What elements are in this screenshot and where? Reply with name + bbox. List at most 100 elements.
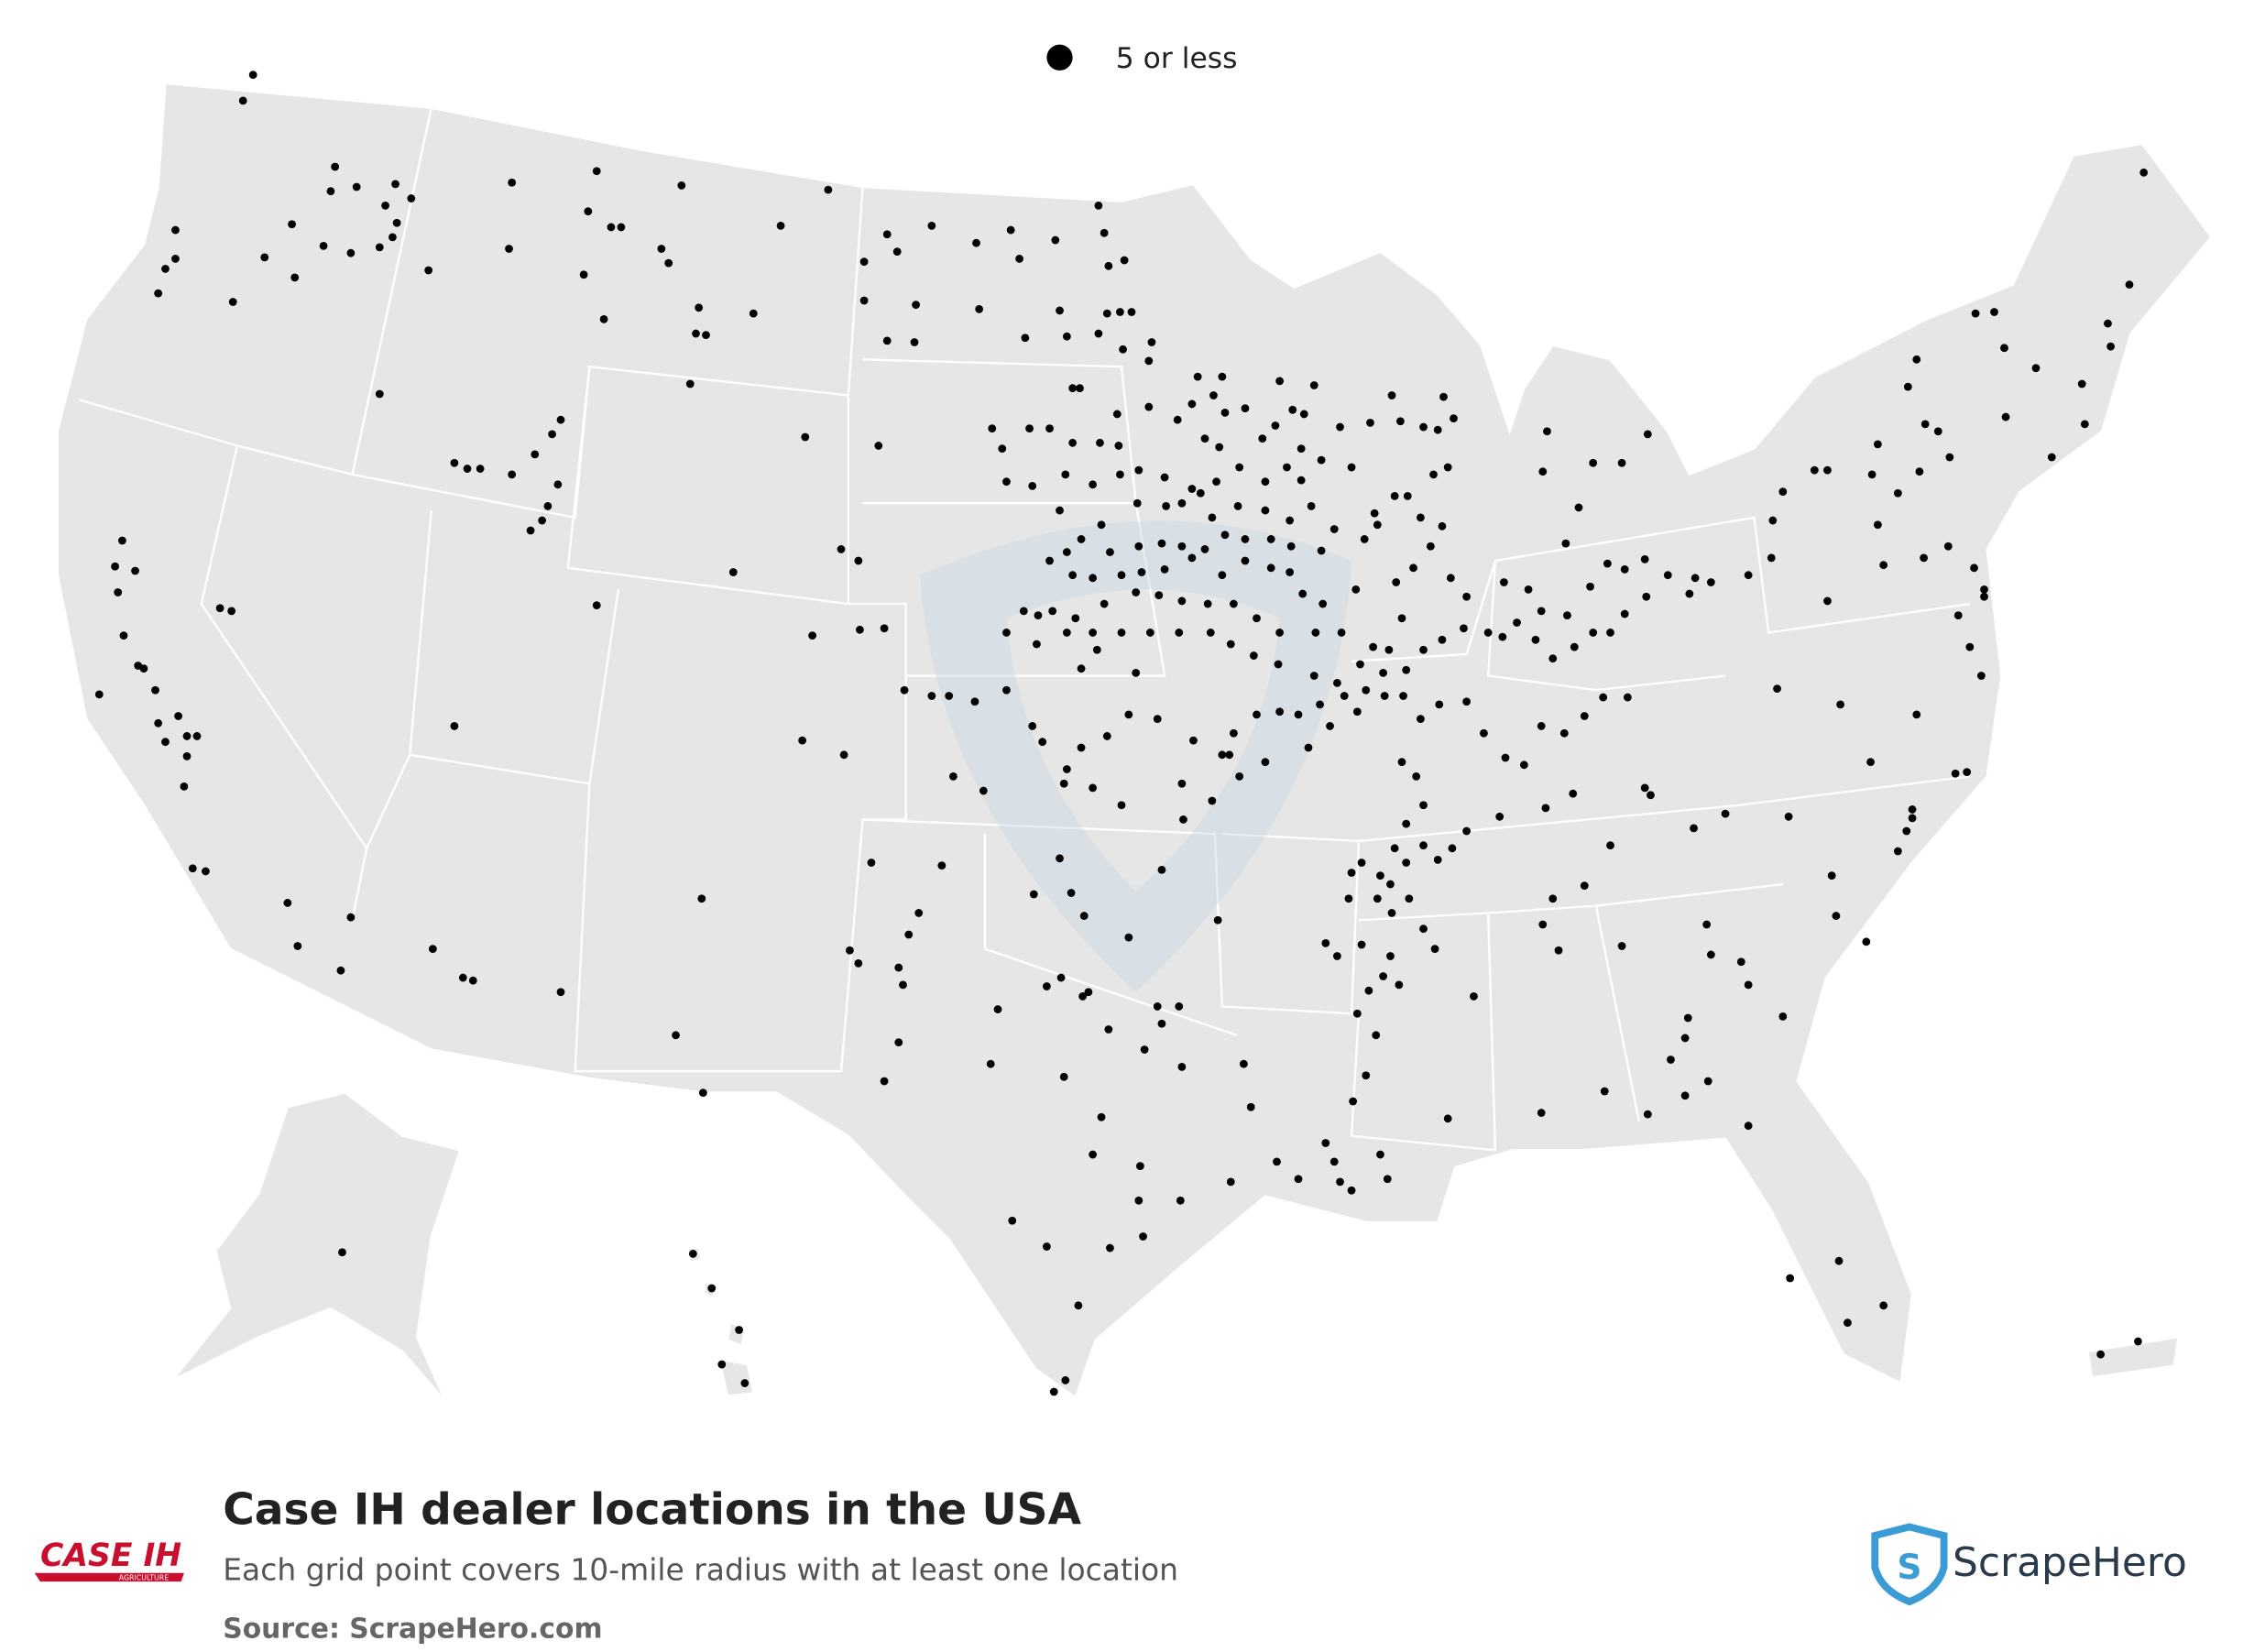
dealer-dot [692, 329, 700, 338]
dealer-dot [1721, 809, 1730, 818]
dealer-dot [1409, 563, 1417, 573]
dealer-dot [1980, 585, 1988, 594]
dealer-dot [1189, 736, 1198, 745]
dealer-dot [1703, 1077, 1712, 1086]
dealer-dot [1173, 415, 1182, 424]
dealer-dot [1059, 1072, 1068, 1081]
dealer-dot [531, 450, 540, 459]
publisher-mark: S [1897, 1547, 1921, 1587]
dealer-dot [1235, 771, 1244, 781]
dealer-dot [1176, 1196, 1185, 1205]
dealer-dot [1920, 420, 1930, 429]
dealer-dot [854, 556, 863, 565]
dealer-dot [283, 899, 292, 907]
dealer-dot [1920, 553, 1929, 563]
dealer-dot [1136, 1162, 1144, 1171]
dealer-dot [1061, 470, 1070, 479]
dealer-dot [1187, 553, 1197, 563]
dealer-dot [859, 257, 869, 266]
dealer-dot [1574, 503, 1583, 512]
dealer-dot [1580, 881, 1589, 891]
dealer-dot [131, 566, 139, 575]
dealer-dot [1318, 599, 1328, 608]
dealer-dot [1311, 629, 1320, 637]
dealer-dot [192, 732, 202, 740]
dealer-dot [1446, 574, 1455, 583]
dealer-dot [1084, 988, 1093, 997]
legend: 5 or less [1046, 42, 1237, 75]
dealer-dot [892, 247, 902, 257]
dealer-dot [1209, 391, 1218, 399]
dealer-dot [1462, 592, 1471, 601]
dealer-dot [1106, 1243, 1114, 1253]
dealer-dot [1235, 463, 1244, 472]
dealer-dot [617, 223, 626, 232]
dealer-dot [1357, 940, 1366, 949]
dealer-dot [1220, 531, 1230, 540]
dealer-dot [1970, 563, 1978, 573]
dealer-dot [1071, 614, 1080, 623]
dealer-dot [1419, 645, 1428, 654]
dealer-dot [1744, 1121, 1753, 1131]
dealer-dot [1379, 972, 1387, 980]
dealer-dot [1768, 516, 1778, 525]
dealer-dot [1430, 945, 1439, 954]
dealer-dot [1396, 417, 1405, 426]
dealer-dot [2125, 280, 2134, 290]
dealer-dot [1690, 824, 1698, 833]
dealer-dot [1208, 513, 1217, 522]
dealer-dot [2000, 344, 2008, 353]
dealer-dot [1102, 309, 1111, 318]
dealer-dot [1215, 443, 1224, 452]
dealer-dot [657, 245, 666, 253]
dealer-dot [1140, 1045, 1149, 1054]
dealer-dot [1015, 255, 1023, 263]
dealer-dot [526, 526, 535, 535]
subtitle: Each grid point covers 10-mile radius wi… [223, 1552, 1178, 1588]
dealer-dot [458, 973, 467, 982]
dealer-dot [1433, 855, 1442, 864]
dealer-dot [2104, 319, 2112, 328]
dealer-dot [1239, 1059, 1248, 1068]
dealer-dot [1980, 592, 1988, 601]
dealer-dot [1062, 548, 1071, 556]
dealer-dot [677, 181, 686, 190]
dealer-dot [1045, 424, 1054, 433]
dealer-dot [1867, 470, 1876, 479]
dealer-dot [180, 782, 189, 791]
dealer-dot [1286, 516, 1294, 525]
dealer-dot [801, 432, 810, 442]
dealer-dot [1531, 635, 1540, 644]
dealer-dot [1056, 306, 1064, 315]
dealer-dot [1177, 779, 1187, 788]
dealer-dot [1116, 470, 1124, 479]
dealer-dot [839, 750, 848, 760]
dealer-dot [161, 738, 170, 747]
dealer-dot [1736, 957, 1745, 967]
dealer-dot [1351, 585, 1361, 594]
dealer-dot [1744, 980, 1753, 990]
dealer-dot [880, 624, 889, 633]
dealer-dot [1778, 1012, 1788, 1021]
dealer-dot [808, 631, 817, 640]
dealer-dot [1383, 1175, 1392, 1184]
dealer-dot [1226, 640, 1235, 649]
dealer-dot [1297, 476, 1306, 485]
dealer-dot [463, 465, 472, 473]
dealer-dot [1912, 355, 1921, 364]
dealer-dot [1218, 571, 1227, 580]
dealer-dot [988, 424, 997, 433]
dealer-dot [1810, 465, 1819, 475]
dealer-dot [975, 304, 984, 313]
dealer-dot [1538, 920, 1548, 929]
dealer-dot [1519, 760, 1528, 770]
dealer-dot [1642, 592, 1651, 601]
dealer-dot [134, 662, 143, 670]
dealer-dot [1706, 950, 1715, 959]
dealer-dot [1132, 588, 1141, 596]
dealer-dot [1419, 841, 1428, 850]
dealer-dot [1416, 715, 1425, 723]
dealer-dot [428, 945, 437, 954]
dealer-dot [2077, 379, 2086, 388]
dealer-dot [388, 233, 397, 242]
